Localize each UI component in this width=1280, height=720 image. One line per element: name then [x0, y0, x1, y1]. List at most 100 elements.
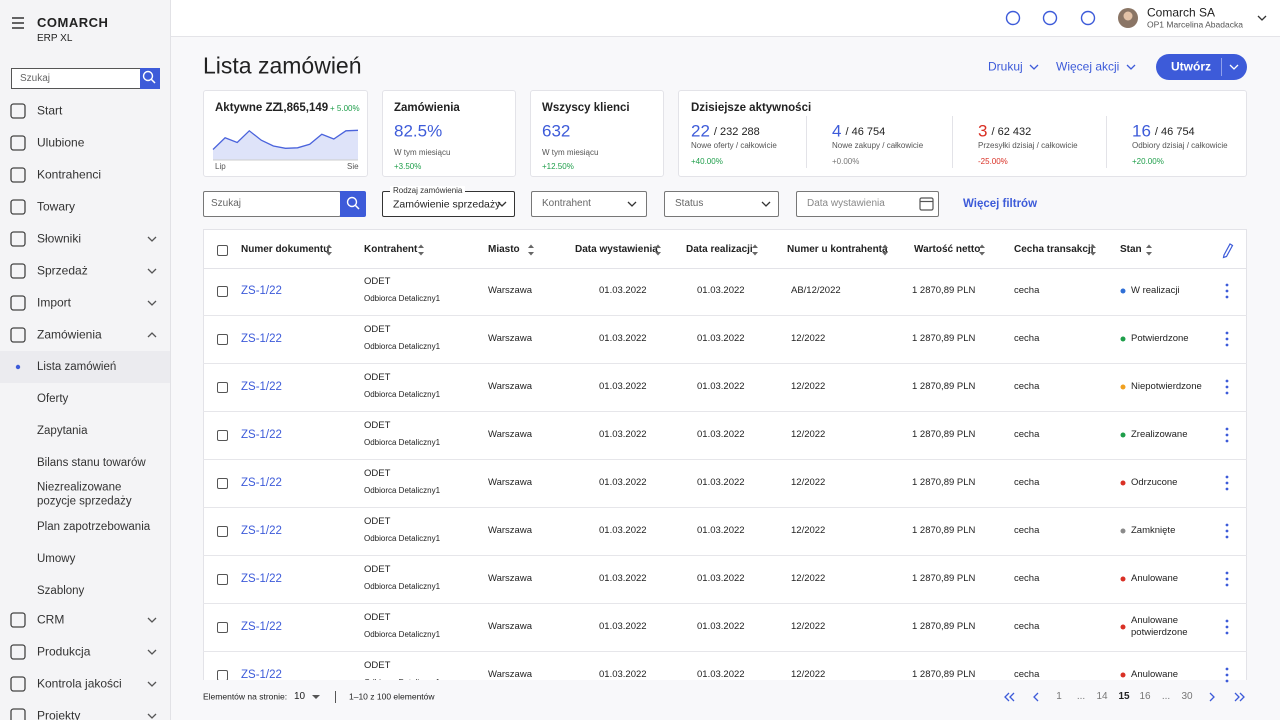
- submenu-area: [0, 351, 170, 607]
- search-icon-handle: [150, 78, 156, 84]
- kebab-dot: [1225, 427, 1229, 431]
- submenu-label: Bilans stanu towarów: [37, 456, 146, 469]
- more-filters-link[interactable]: Więcej filtrów: [963, 197, 1038, 210]
- checkbox[interactable]: [217, 573, 228, 585]
- chevron-down: [147, 236, 157, 242]
- activity-total: / 62 432: [991, 126, 1032, 139]
- net-value: 1 2870,89 PLN: [912, 381, 976, 393]
- column-header[interactable]: Wartość netto: [914, 243, 981, 255]
- document-number-link[interactable]: ZS-1/22: [241, 476, 282, 489]
- kebab-dot: [1225, 679, 1229, 683]
- sort-icon: [1090, 244, 1096, 256]
- page-link[interactable]: 1: [1056, 690, 1062, 702]
- contractor-name: ODET: [364, 660, 391, 672]
- per-page-value[interactable]: 10: [294, 690, 306, 702]
- contractor-detail: Odbiorca Detaliczny1: [364, 486, 441, 495]
- city: Warszawa: [488, 669, 532, 681]
- page-link[interactable]: 14: [1096, 690, 1108, 702]
- checkbox[interactable]: [217, 621, 228, 633]
- next-page-icon: [1209, 692, 1215, 702]
- print-button[interactable]: Drukuj: [988, 59, 1023, 74]
- status: Zamknięte: [1131, 525, 1176, 537]
- search-placeholder: Szukaj: [20, 72, 51, 84]
- kebab-dot: [1225, 667, 1229, 671]
- column-header[interactable]: Data wystawienia: [575, 243, 658, 255]
- user-detail: OP1 Marcelina Abadacka: [1147, 19, 1243, 30]
- current-page[interactable]: 15: [1118, 690, 1130, 702]
- page-link[interactable]: 30: [1181, 690, 1193, 702]
- page-title: Lista zamówień: [203, 52, 362, 79]
- more-actions-button[interactable]: Więcej akcji: [1056, 59, 1120, 74]
- create-label[interactable]: Utwórz: [1171, 59, 1211, 74]
- column-header[interactable]: Cecha transakcji: [1014, 243, 1094, 255]
- checkbox[interactable]: [217, 525, 228, 537]
- checkbox[interactable]: [217, 477, 228, 489]
- table-row: [203, 412, 1247, 460]
- column-header[interactable]: Stan: [1120, 243, 1142, 255]
- filter-contractor[interactable]: [531, 191, 647, 217]
- column-header[interactable]: Miasto: [488, 243, 520, 255]
- checkbox[interactable]: [217, 285, 228, 297]
- column-header[interactable]: Numer dokumentu: [241, 243, 330, 255]
- document-number-link[interactable]: ZS-1/22: [241, 428, 282, 441]
- kebab-dot: [1225, 529, 1229, 533]
- issue-date: 01.03.2022: [599, 525, 647, 537]
- submenu-label: Zapytania: [37, 424, 88, 437]
- document-number-link[interactable]: ZS-1/22: [241, 332, 282, 345]
- document-number-link[interactable]: ZS-1/22: [241, 524, 282, 537]
- kpi-title: Zamówienia: [394, 101, 460, 114]
- nav-icon: [10, 199, 26, 215]
- filter-status[interactable]: [664, 191, 779, 217]
- chevron-down: [147, 300, 157, 306]
- chevron-down: [147, 268, 157, 274]
- city: Warszawa: [488, 381, 532, 393]
- document-number-link[interactable]: ZS-1/22: [241, 620, 282, 633]
- column-header[interactable]: Numer u kontrahenta: [787, 243, 888, 255]
- sort-icon: [655, 244, 661, 256]
- document-number-link[interactable]: ZS-1/22: [241, 284, 282, 297]
- contractor-detail: Odbiorca Detaliczny1: [364, 294, 441, 303]
- sort-icon: [882, 244, 888, 256]
- checkbox[interactable]: [217, 429, 228, 441]
- status: Anulowane: [1131, 573, 1179, 585]
- nav-label: Projekty: [37, 708, 81, 720]
- checkbox[interactable]: [217, 244, 228, 256]
- status: Anulowane potwierdzone: [1131, 615, 1188, 638]
- status-dot: [1120, 384, 1126, 390]
- kebab-dot: [1225, 439, 1229, 443]
- kebab-dot: [1225, 391, 1229, 395]
- filter-order-type-value: Zamówienie sprzedaży: [393, 198, 501, 211]
- checkbox[interactable]: [217, 381, 228, 393]
- issue-date: 01.03.2022: [599, 669, 647, 681]
- active-nav-item: [0, 351, 170, 383]
- document-number-link[interactable]: ZS-1/22: [241, 572, 282, 585]
- filter-issue-date[interactable]: [796, 191, 939, 217]
- column-header[interactable]: Kontrahent: [364, 243, 418, 255]
- contractor-number: 12/2022: [791, 621, 826, 633]
- realization-date: 01.03.2022: [697, 669, 745, 681]
- search-icon-handle: [354, 204, 360, 210]
- page-link[interactable]: 16: [1139, 690, 1151, 702]
- kpi-caption: W tym miesiącu: [394, 148, 451, 157]
- chevron-down: [147, 681, 157, 687]
- activity-label: Odbiory dzisiaj / całkowicie: [1132, 141, 1228, 150]
- filter-search-button[interactable]: [340, 191, 366, 217]
- checkbox[interactable]: [217, 333, 228, 345]
- filter-search[interactable]: [203, 191, 341, 217]
- column-header[interactable]: Data realizacji: [686, 243, 753, 255]
- activity-total: / 46 754: [845, 126, 886, 139]
- sort-icon: [979, 244, 985, 256]
- transaction-feature: cecha: [1014, 669, 1040, 681]
- nav-label: Kontrola jakości: [37, 676, 122, 691]
- document-number-link[interactable]: ZS-1/22: [241, 380, 282, 393]
- kpi-value: 1,865,149: [277, 101, 329, 114]
- brand: COMARCH: [37, 14, 109, 30]
- page-link[interactable]: ...: [1161, 690, 1171, 702]
- sparkline-label: Lip: [215, 162, 226, 171]
- kebab-dot: [1225, 523, 1229, 527]
- page-link[interactable]: ...: [1076, 690, 1086, 702]
- kebab-dot: [1225, 331, 1229, 335]
- city: Warszawa: [488, 285, 532, 297]
- activity-change: +40.00%: [691, 157, 723, 166]
- document-number-link[interactable]: ZS-1/22: [241, 668, 282, 681]
